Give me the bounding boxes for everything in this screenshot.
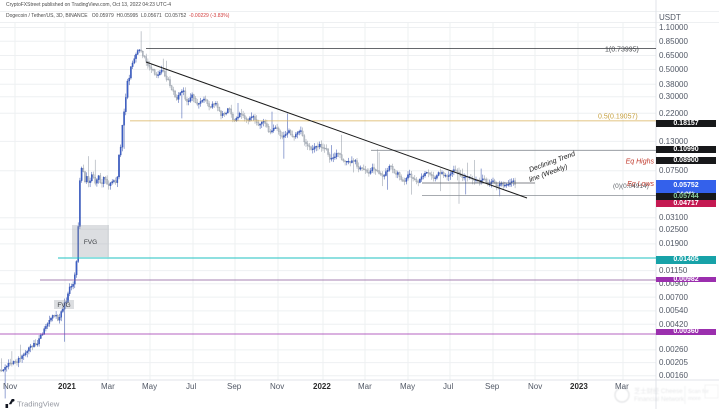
svg-text:Financial Network: Financial Network xyxy=(634,396,685,403)
svg-text:Scan for: Scan for xyxy=(688,389,709,395)
svg-text:more: more xyxy=(688,396,701,402)
